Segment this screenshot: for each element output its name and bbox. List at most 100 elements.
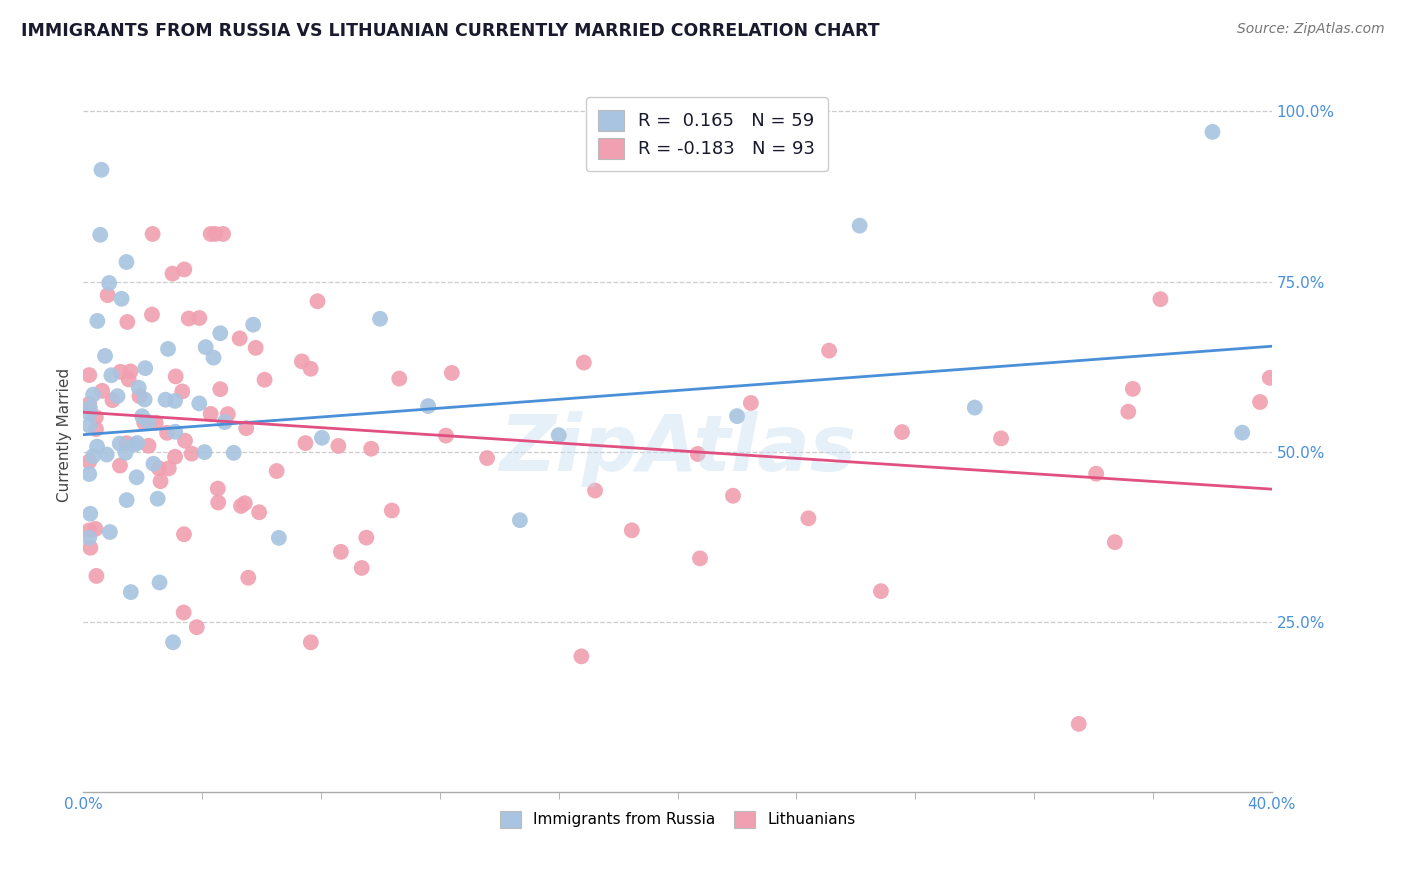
Point [207, 482, 229, 496]
Point [891, 425, 914, 439]
Point [238, 571, 260, 585]
Point [125, 470, 148, 484]
Point [188, 311, 211, 326]
Point [142, 227, 165, 241]
Point [368, 311, 391, 326]
Point [509, 513, 531, 527]
Point [247, 505, 270, 519]
Point [217, 407, 239, 421]
Point [114, 446, 136, 460]
Point [91, 384, 114, 398]
Point [117, 315, 139, 329]
Text: ZipAtlas: ZipAtlas [499, 411, 856, 487]
Point [1249, 395, 1271, 409]
Point [138, 439, 160, 453]
Point [165, 425, 187, 439]
Point [307, 294, 329, 309]
Point [77, 454, 100, 468]
Point [416, 399, 439, 413]
Point [107, 389, 129, 403]
Point [180, 447, 202, 461]
Point [328, 439, 350, 453]
Point [200, 227, 222, 241]
Point [475, 451, 498, 466]
Point [136, 415, 159, 429]
Point [127, 436, 149, 450]
Point [173, 606, 195, 620]
Point [165, 450, 187, 464]
Point [547, 428, 569, 442]
Point [110, 365, 132, 379]
Point [209, 326, 232, 341]
Point [82, 387, 104, 401]
Point [299, 635, 322, 649]
Point [356, 531, 378, 545]
Point [149, 474, 172, 488]
Point [245, 341, 267, 355]
Point [101, 393, 124, 408]
Point [115, 436, 138, 450]
Point [120, 585, 142, 599]
Point [200, 407, 222, 421]
Point [156, 425, 179, 440]
Point [620, 524, 643, 538]
Point [267, 531, 290, 545]
Point [572, 356, 595, 370]
Point [229, 499, 252, 513]
Point [163, 393, 186, 408]
Point [98, 276, 121, 290]
Point [360, 442, 382, 456]
Point [134, 361, 156, 376]
Point [82, 450, 104, 464]
Point [188, 396, 211, 410]
Point [173, 262, 195, 277]
Point [194, 340, 217, 354]
Point [818, 343, 841, 358]
Point [1230, 425, 1253, 440]
Point [165, 369, 187, 384]
Point [222, 446, 245, 460]
Point [583, 483, 606, 498]
Point [77, 397, 100, 411]
Point [115, 493, 138, 508]
Point [1067, 717, 1090, 731]
Point [299, 361, 322, 376]
Point [725, 409, 748, 424]
Point [848, 219, 870, 233]
Point [174, 434, 197, 448]
Point [84, 422, 107, 436]
Point [177, 311, 200, 326]
Point [162, 635, 184, 649]
Point [156, 342, 179, 356]
Point [1116, 405, 1139, 419]
Point [1104, 535, 1126, 549]
Point [90, 162, 112, 177]
Point [79, 401, 101, 415]
Point [963, 401, 986, 415]
Point [86, 569, 108, 583]
Point [84, 410, 107, 425]
Point [233, 496, 256, 510]
Point [1201, 125, 1223, 139]
Point [329, 545, 352, 559]
Point [689, 551, 711, 566]
Point [79, 507, 101, 521]
Point [209, 382, 232, 396]
Point [131, 409, 153, 424]
Point [97, 288, 120, 302]
Point [118, 372, 141, 386]
Point [134, 416, 156, 430]
Point [291, 354, 314, 368]
Point [740, 396, 762, 410]
Point [128, 381, 150, 395]
Point [990, 431, 1012, 445]
Point [77, 531, 100, 545]
Point [86, 314, 108, 328]
Point [388, 371, 411, 385]
Point [870, 584, 893, 599]
Point [253, 373, 276, 387]
Point [1085, 467, 1108, 481]
Point [77, 467, 100, 481]
Text: Source: ZipAtlas.com: Source: ZipAtlas.com [1237, 22, 1385, 37]
Point [100, 368, 122, 383]
